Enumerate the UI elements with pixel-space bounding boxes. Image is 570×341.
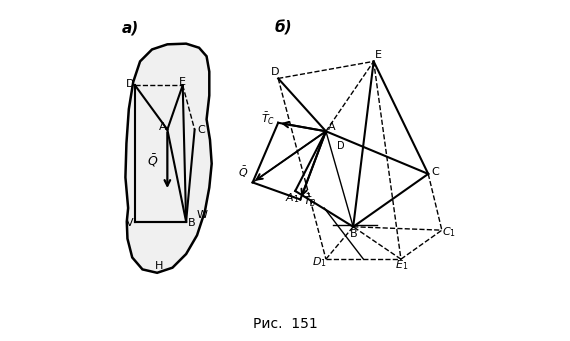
Text: $\bar{T}_B$: $\bar{T}_B$ [303,193,317,209]
Text: C: C [197,124,205,135]
Text: A: A [328,122,336,132]
Text: E: E [179,77,186,87]
Text: D: D [337,140,344,151]
Text: а): а) [121,20,139,35]
Polygon shape [125,44,211,273]
Text: H: H [154,261,163,271]
Text: D: D [271,67,279,77]
Text: C: C [431,167,439,177]
Text: Рис.  151: Рис. 151 [253,317,317,331]
Text: $\bar{Q}$: $\bar{Q}$ [147,152,158,168]
Text: $\bar{T}_C$: $\bar{T}_C$ [261,112,275,127]
Text: D: D [127,78,135,89]
Text: B: B [188,218,195,228]
Text: W: W [197,210,208,220]
Text: $E_1$: $E_1$ [396,258,409,272]
Text: б): б) [275,20,292,36]
Text: $\bar{Q}$: $\bar{Q}$ [238,165,248,180]
Text: V: V [126,218,133,228]
Text: B: B [349,229,357,239]
Text: $D_1$: $D_1$ [312,256,327,269]
Text: A: A [158,122,166,132]
Text: $C_1$: $C_1$ [442,225,455,239]
Text: E: E [374,50,381,60]
Text: $A_1$: $A_1$ [284,191,299,205]
